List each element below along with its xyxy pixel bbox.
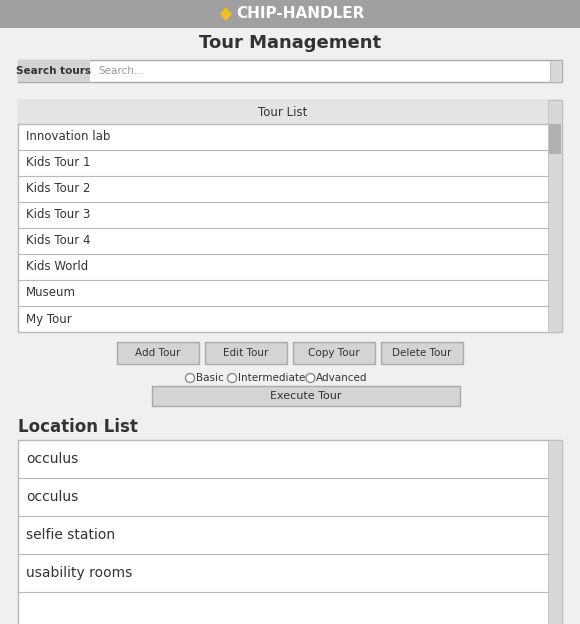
Text: occulus: occulus xyxy=(26,452,78,466)
FancyBboxPatch shape xyxy=(550,60,562,82)
FancyBboxPatch shape xyxy=(18,100,562,332)
FancyBboxPatch shape xyxy=(549,124,561,154)
Text: My Tour: My Tour xyxy=(26,313,72,326)
Text: Execute Tour: Execute Tour xyxy=(270,391,342,401)
Text: Advanced: Advanced xyxy=(317,373,368,383)
FancyBboxPatch shape xyxy=(18,60,562,82)
FancyBboxPatch shape xyxy=(18,440,562,624)
Text: Intermediate: Intermediate xyxy=(238,373,306,383)
FancyBboxPatch shape xyxy=(0,0,580,28)
Text: Search...: Search... xyxy=(98,66,144,76)
Text: Innovation lab: Innovation lab xyxy=(26,130,110,144)
Text: Kids Tour 3: Kids Tour 3 xyxy=(26,208,90,222)
FancyBboxPatch shape xyxy=(117,342,199,364)
Text: Kids World: Kids World xyxy=(26,260,88,273)
FancyBboxPatch shape xyxy=(548,100,562,332)
Text: occulus: occulus xyxy=(26,490,78,504)
Text: Kids Tour 2: Kids Tour 2 xyxy=(26,182,90,195)
Text: Edit Tour: Edit Tour xyxy=(223,348,269,358)
Text: Search tours: Search tours xyxy=(16,66,92,76)
Text: Kids Tour 4: Kids Tour 4 xyxy=(26,235,90,248)
Text: Copy Tour: Copy Tour xyxy=(308,348,360,358)
Text: Museum: Museum xyxy=(26,286,76,300)
Text: Tour Management: Tour Management xyxy=(199,34,381,52)
Text: CHIP-HANDLER: CHIP-HANDLER xyxy=(236,6,364,21)
FancyBboxPatch shape xyxy=(152,386,460,406)
Text: Basic: Basic xyxy=(196,373,224,383)
FancyBboxPatch shape xyxy=(18,60,90,82)
FancyBboxPatch shape xyxy=(18,100,548,124)
Circle shape xyxy=(227,374,237,383)
Text: Delete Tour: Delete Tour xyxy=(392,348,452,358)
Text: usability rooms: usability rooms xyxy=(26,566,132,580)
Text: Location List: Location List xyxy=(18,418,138,436)
FancyBboxPatch shape xyxy=(548,440,562,624)
FancyBboxPatch shape xyxy=(293,342,375,364)
FancyBboxPatch shape xyxy=(381,342,463,364)
Text: Tour List: Tour List xyxy=(258,105,307,119)
Text: selfie station: selfie station xyxy=(26,528,115,542)
FancyBboxPatch shape xyxy=(205,342,287,364)
Circle shape xyxy=(306,374,315,383)
Text: Kids Tour 1: Kids Tour 1 xyxy=(26,157,90,170)
Polygon shape xyxy=(220,7,232,21)
Text: Add Tour: Add Tour xyxy=(135,348,181,358)
Circle shape xyxy=(186,374,194,383)
